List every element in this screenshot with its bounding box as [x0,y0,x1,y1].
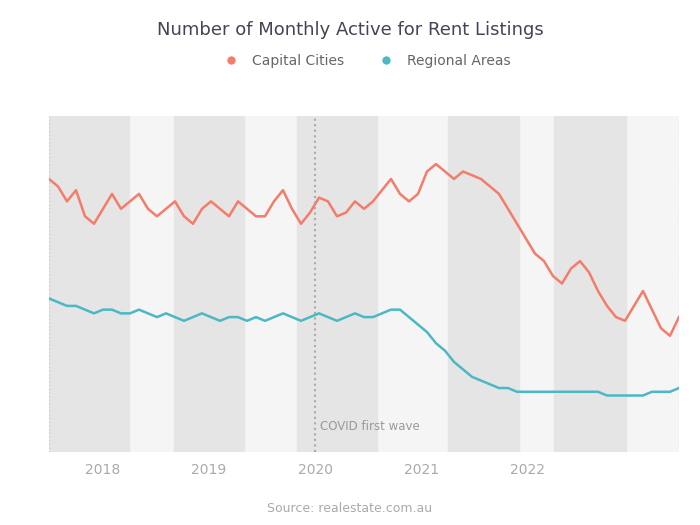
Text: COVID first wave: COVID first wave [321,420,420,433]
Bar [174,116,244,452]
Text: Number of Monthly Active for Rent Listings: Number of Monthly Active for Rent Listin… [157,21,543,39]
Bar [297,116,377,452]
Bar [448,116,519,452]
Legend: Capital Cities, Regional Areas: Capital Cities, Regional Areas [212,48,516,74]
Text: Source: realestate.com.au: Source: realestate.com.au [267,501,433,514]
Bar [49,116,129,452]
Bar [554,116,626,452]
